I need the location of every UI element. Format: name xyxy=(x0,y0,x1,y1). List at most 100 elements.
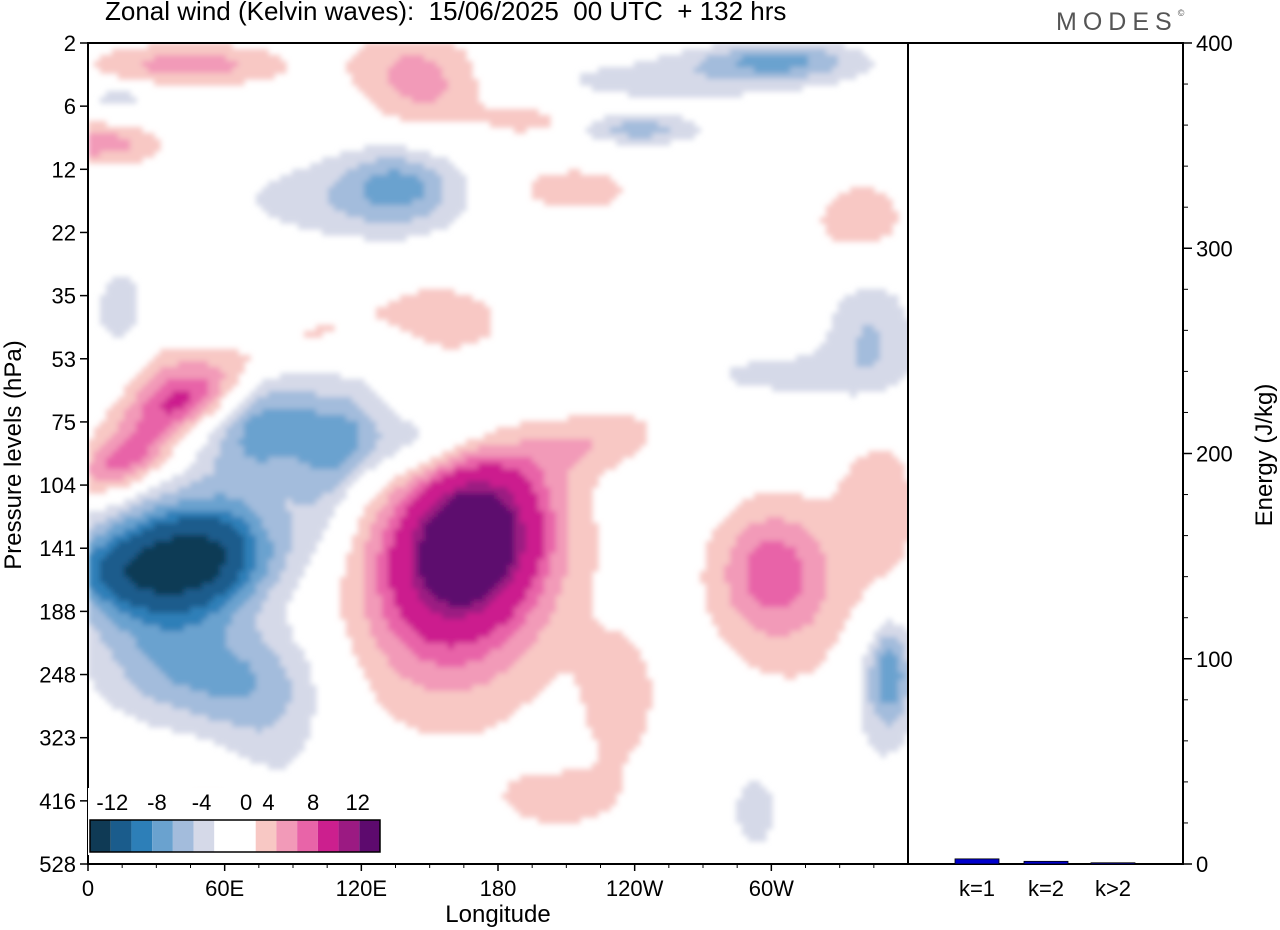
heat-cell xyxy=(718,565,725,572)
heat-cell xyxy=(220,391,227,398)
heat-cell xyxy=(784,43,791,50)
heat-cell xyxy=(490,583,497,590)
heat-cell xyxy=(454,511,461,518)
heat-cell xyxy=(394,445,401,452)
heat-cell xyxy=(118,421,125,428)
heat-cell xyxy=(592,553,599,560)
heat-cell xyxy=(454,343,461,350)
heat-cell xyxy=(862,61,869,68)
heat-cell xyxy=(454,55,461,62)
heat-cell xyxy=(754,553,761,560)
heat-cell xyxy=(892,331,899,338)
heat-cell xyxy=(322,415,329,422)
heat-cell xyxy=(148,547,155,554)
heat-cell xyxy=(328,427,335,434)
heat-cell xyxy=(670,61,677,68)
heat-cell xyxy=(244,553,251,560)
heat-cell xyxy=(562,523,569,530)
heat-cell xyxy=(532,115,539,122)
heat-cell xyxy=(460,535,467,542)
heat-cell xyxy=(178,433,185,440)
heat-cell xyxy=(898,463,905,470)
heat-cell xyxy=(886,349,893,356)
heat-cell xyxy=(802,541,809,548)
heat-cell xyxy=(790,385,797,392)
heat-cell xyxy=(214,541,221,548)
heat-cell xyxy=(400,91,407,98)
heat-cell xyxy=(538,451,545,458)
heat-cell xyxy=(634,67,641,74)
heat-cell xyxy=(130,319,137,326)
heat-cell xyxy=(400,115,407,122)
heat-cell xyxy=(352,469,359,476)
heat-cell xyxy=(838,199,845,206)
heat-cell xyxy=(238,493,245,500)
heat-cell xyxy=(346,181,353,188)
heat-cell xyxy=(154,385,161,392)
heat-cell xyxy=(208,409,215,416)
heat-cell xyxy=(388,541,395,548)
heat-cell xyxy=(172,541,179,548)
heat-cell xyxy=(862,307,869,314)
heat-cell xyxy=(526,493,533,500)
heat-cell xyxy=(208,403,215,410)
heat-cell xyxy=(232,463,239,470)
heat-cell xyxy=(88,469,95,476)
heat-cell xyxy=(436,331,443,338)
heat-cell xyxy=(496,469,503,476)
heat-cell xyxy=(202,445,209,452)
heat-cell xyxy=(124,139,131,146)
heat-cell xyxy=(838,49,845,56)
heat-cell xyxy=(454,109,461,116)
heat-cell xyxy=(124,97,131,104)
heat-cell xyxy=(106,511,113,518)
heat-cell xyxy=(274,565,281,572)
heat-cell xyxy=(112,577,119,584)
heat-cell xyxy=(856,367,863,374)
heat-cell xyxy=(430,337,437,344)
heat-cell xyxy=(406,295,413,302)
heat-cell xyxy=(190,547,197,554)
heat-cell xyxy=(160,541,167,548)
heat-cell xyxy=(460,193,467,200)
heat-cell xyxy=(856,319,863,326)
heat-cell xyxy=(574,169,581,176)
heat-cell xyxy=(382,169,389,176)
heat-cell xyxy=(532,193,539,200)
heat-cell xyxy=(112,517,119,524)
heat-cell xyxy=(586,187,593,194)
heat-cell xyxy=(706,571,713,578)
heat-cell xyxy=(250,433,257,440)
heat-cell xyxy=(430,73,437,80)
heat-cell xyxy=(748,73,755,80)
heat-cell xyxy=(808,73,815,80)
heat-cell xyxy=(808,379,815,386)
heat-cell xyxy=(214,475,221,482)
heat-cell xyxy=(136,553,143,560)
heat-cell xyxy=(124,73,131,80)
heat-cell xyxy=(100,319,107,326)
heat-cell xyxy=(400,523,407,530)
heat-cell xyxy=(406,319,413,326)
heat-cell xyxy=(568,565,575,572)
heat-cell xyxy=(148,409,155,416)
heat-cell xyxy=(616,433,623,440)
heat-cell xyxy=(352,211,359,218)
heat-cell xyxy=(820,511,827,518)
heat-cell xyxy=(616,121,623,128)
heat-cell xyxy=(160,439,167,446)
heat-cell xyxy=(562,499,569,506)
heat-cell xyxy=(760,79,767,86)
heat-cell xyxy=(382,541,389,548)
heat-cell xyxy=(106,319,113,326)
heat-cell xyxy=(394,43,401,50)
heat-cell xyxy=(262,427,269,434)
heat-cell xyxy=(550,175,557,182)
heat-cell xyxy=(268,547,275,554)
heat-cell xyxy=(148,445,155,452)
heat-cell xyxy=(826,61,833,68)
heat-cell xyxy=(394,499,401,506)
heat-cell xyxy=(412,469,419,476)
heat-cell xyxy=(208,559,215,566)
heat-cell xyxy=(796,529,803,536)
